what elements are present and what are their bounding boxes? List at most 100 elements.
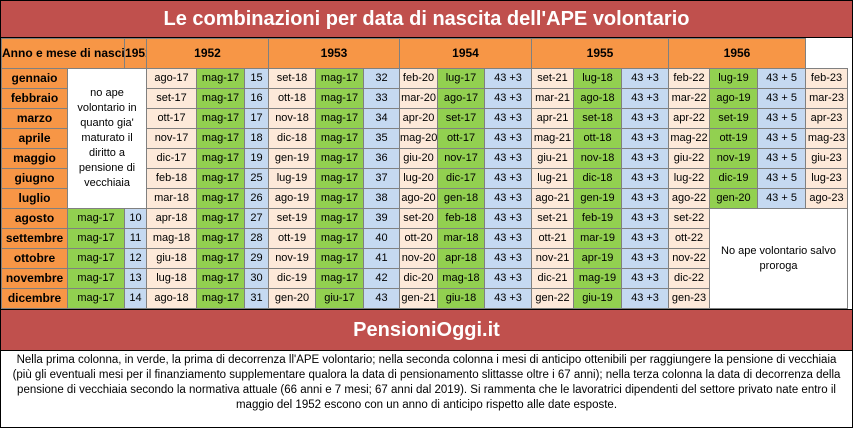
pension-date-cell: mag-23	[805, 128, 849, 149]
pension-date-cell: nov-22	[668, 248, 711, 269]
table-row: febbraio set-17 mag-17 16 ott-18 mag-17 33 mar-…	[1, 88, 853, 109]
months-cell: 43 +3	[621, 128, 670, 149]
combinations-table: Anno e mese di nascita195119521953195419…	[0, 38, 853, 309]
ape-start-cell: feb-19	[573, 208, 623, 229]
months-cell: 43	[363, 288, 401, 309]
year-header-1954: 1954	[399, 38, 533, 69]
year-header-1956: 1956	[668, 38, 807, 69]
pension-date-cell: dic-19	[268, 268, 317, 289]
ape-start-cell: mag-17	[196, 228, 246, 249]
ape-start-cell: mag-17	[196, 188, 246, 209]
months-cell: 43 +3	[484, 128, 533, 149]
months-cell: 43 + 5	[757, 88, 807, 109]
year-header-1952: 1952	[146, 38, 270, 69]
pension-date-cell: ott-18	[268, 88, 317, 109]
pension-date-cell: lug-19	[268, 168, 317, 189]
pension-date-cell: giu-18	[146, 248, 198, 269]
months-cell: 43 + 5	[757, 148, 807, 169]
pension-date-cell: lug-21	[531, 168, 575, 189]
months-cell: 13	[124, 268, 148, 289]
month-label: agosto	[1, 208, 68, 229]
pension-date-cell: mar-22	[668, 88, 711, 109]
pension-date-cell: giu-22	[668, 148, 711, 169]
pension-date-cell: ago-23	[805, 188, 849, 209]
months-cell: 43 +3	[484, 168, 533, 189]
table-row: agosto mag-17 10 apr-18 mag-17 27 set-19 mag-17…	[1, 208, 853, 309]
page-title: Le combinazioni per data di nascita dell…	[1, 1, 852, 38]
date-cell: set-17	[146, 88, 198, 109]
ape-start-cell: mag-19	[573, 268, 623, 289]
months-cell: 43 +3	[484, 228, 533, 249]
pension-date-cell: mag-22	[668, 128, 711, 149]
ape-start-cell: ott-19	[709, 128, 759, 149]
date-cell: mar-18	[146, 188, 198, 209]
months-cell: 43 + 5	[757, 128, 807, 149]
ape-start-cell: mag-17	[196, 68, 246, 89]
date-cell: ott-17	[146, 108, 198, 129]
table-row: gennaio no ape volontario in quanto gia' …	[1, 68, 853, 209]
ape-start-cell: mag-17	[315, 68, 365, 89]
ape-start-cell: mag-17	[315, 108, 365, 129]
months-cell: 43 +3	[621, 268, 670, 289]
months-cell: 26	[244, 188, 270, 209]
pension-date-cell: mag-20	[399, 128, 439, 149]
ape-start-cell: dic-18	[573, 168, 623, 189]
months-cell: 43 +3	[621, 108, 670, 129]
pension-date-cell: gen-22	[531, 288, 575, 309]
brand-banner: PensioniOggi.it	[1, 309, 852, 351]
pension-date-cell: apr-20	[399, 108, 439, 129]
pension-date-cell: feb-23	[805, 68, 849, 89]
months-cell: 15	[244, 68, 270, 89]
months-cell: 43 +3	[484, 288, 533, 309]
table-row: aprile nov-17 mag-17 18 dic-18 mag-17 35 mag-20…	[1, 128, 853, 149]
ape-start-cell: mag-17	[66, 228, 126, 249]
ape-start-cell: mag-17	[315, 88, 365, 109]
pension-date-cell: dic-22	[668, 268, 711, 289]
table-row: novembre mag-17 13 lug-18 mag-17 30 dic-19 mag-…	[1, 268, 853, 289]
months-cell: 33	[363, 88, 401, 109]
months-cell: 42	[363, 268, 401, 289]
months-cell: 43 +3	[621, 88, 670, 109]
months-cell: 32	[363, 68, 401, 89]
months-cell: 43 +3	[621, 148, 670, 169]
month-label: ottobre	[1, 248, 68, 269]
pension-date-cell: nov-19	[268, 248, 317, 269]
months-cell: 28	[244, 228, 270, 249]
table-row: ottobre mag-17 12 giu-18 mag-17 29 nov-19 mag-1…	[1, 248, 853, 269]
pension-date-cell: gen-20	[268, 288, 317, 309]
table-row: luglio mar-18 mag-17 26 ago-19 mag-17 38 ago-20…	[1, 188, 853, 209]
ape-start-cell: nov-18	[573, 148, 623, 169]
ape-start-cell: feb-18	[437, 208, 486, 229]
months-cell: 12	[124, 248, 148, 269]
months-cell: 17	[244, 108, 270, 129]
months-cell: 39	[363, 208, 401, 229]
ape-start-cell: ago-18	[573, 88, 623, 109]
months-cell: 10	[124, 208, 148, 229]
months-cell: 43 +3	[621, 68, 670, 89]
ape-start-cell: mag-17	[315, 168, 365, 189]
months-cell: 16	[244, 88, 270, 109]
ape-start-cell: nov-19	[709, 148, 759, 169]
months-cell: 29	[244, 248, 270, 269]
pension-date-cell: nov-21	[531, 248, 575, 269]
pension-date-cell: ago-22	[668, 188, 711, 209]
table-row: marzo ott-17 mag-17 17 nov-18 mag-17 34 apr-20 s…	[1, 108, 853, 129]
months-cell: 18	[244, 128, 270, 149]
months-cell: 43 + 5	[757, 188, 807, 209]
months-cell: 34	[363, 108, 401, 129]
month-label: settembre	[1, 228, 68, 249]
pension-date-cell: gen-19	[268, 148, 317, 169]
pension-date-cell: ott-19	[268, 228, 317, 249]
months-cell: 43 +3	[484, 148, 533, 169]
ape-start-cell: mag-17	[196, 128, 246, 149]
ape-start-cell: giu-17	[315, 288, 365, 309]
pension-date-cell: lug-20	[399, 168, 439, 189]
ape-start-cell: mag-17	[315, 188, 365, 209]
month-label: giugno	[1, 168, 68, 189]
pension-date-cell: ago-21	[531, 188, 575, 209]
months-cell: 43 +3	[621, 288, 670, 309]
ape-start-cell: giu-18	[437, 288, 486, 309]
ape-start-cell: mar-19	[573, 228, 623, 249]
months-cell: 43 +3	[621, 248, 670, 269]
